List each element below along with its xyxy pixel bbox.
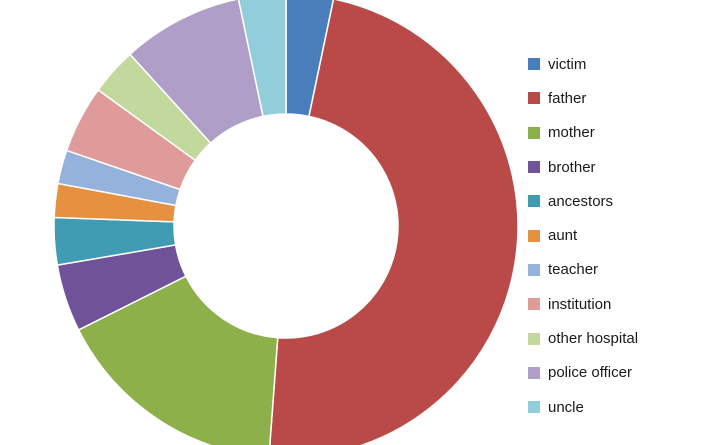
slice-uncle [237,0,287,118]
legend-label-other-hospital: other hospital [548,330,639,348]
legend-item-ancestors: ancestors [528,184,638,218]
legend-item-other-hospital: other hospital [528,321,638,355]
legend-label-ancestors: ancestors [548,192,614,210]
legend-label-uncle: uncle [548,398,584,416]
legend-label-institution: institution [548,295,612,313]
legend-swatch-uncle [528,401,540,414]
legend-swatch-institution [528,298,540,311]
legend-item-aunt: aunt [528,218,638,252]
legend-item-police-officer: police officer [528,356,638,390]
legend-item-mother: mother [528,116,638,150]
legend: victim father mother brother ancestors aunt te… [528,47,638,424]
legend-item-father: father [528,81,638,115]
slice-police-officer [128,0,264,145]
legend-swatch-mother [528,126,540,139]
legend-item-teacher: teacher [528,253,638,287]
legend-item-institution: institution [528,287,638,321]
legend-swatch-aunt [528,229,540,242]
legend-label-police-officer: police officer [548,364,632,382]
legend-swatch-brother [528,161,540,174]
legend-item-uncle: uncle [528,390,638,424]
slice-group [53,0,519,445]
legend-swatch-other-hospital [528,332,540,345]
legend-label-teacher: teacher [548,261,599,279]
legend-label-victim: victim [548,55,587,73]
legend-item-victim: victim [528,47,638,81]
legend-swatch-victim [528,58,540,71]
legend-swatch-ancestors [528,195,540,208]
legend-swatch-teacher [528,263,540,276]
legend-item-brother: brother [528,150,638,184]
legend-label-mother: mother [548,124,595,142]
slice-mother [77,275,279,445]
slice-father [269,0,519,445]
legend-label-father: father [548,89,587,107]
legend-swatch-father [528,92,540,105]
legend-label-brother: brother [548,158,596,176]
legend-label-aunt: aunt [548,227,578,245]
legend-swatch-police-officer [528,366,540,379]
